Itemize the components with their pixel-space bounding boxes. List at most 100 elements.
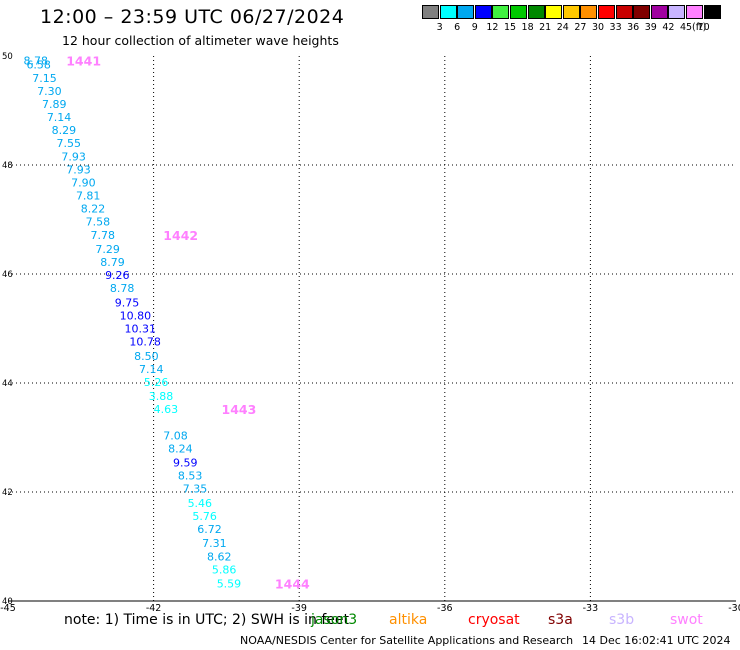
scale-swatch (439, 5, 457, 19)
wave-height-label: 7.93 (66, 163, 91, 176)
footer-credit: NOAA/NESDIS Center for Satellite Applica… (240, 634, 574, 647)
grid-lines (8, 56, 736, 602)
wave-height-label: 7.29 (95, 243, 120, 256)
scale-swatch (686, 5, 703, 19)
data-labels: 8.786.587.157.307.897.148.297.557.937.93… (24, 53, 310, 591)
x-tick-label: -45 (0, 603, 16, 614)
wave-height-label: 8.53 (178, 470, 203, 483)
wave-height-label: 7.89 (42, 98, 66, 111)
wave-height-label: 7.90 (71, 176, 96, 189)
wave-height-label: 8.78 (24, 54, 49, 67)
y-tick-label: 48 (2, 161, 13, 171)
x-tick-label: -42 (146, 603, 162, 614)
axis-ticks: -45 -42 -39 -36 -33 -30 50 48 46 44 42 40 (0, 52, 740, 614)
wave-height-label: 9.59 (173, 457, 198, 470)
scale-label: 27 (574, 22, 587, 33)
note-text: note: 1) Time is in UTC; 2) SWH is in fe… (64, 612, 350, 628)
y-tick-label: 46 (2, 270, 13, 280)
wave-height-label: 7.58 (86, 216, 111, 229)
wave-height-label: 9.26 (105, 269, 130, 282)
scale-label: 39 (644, 22, 657, 33)
wave-height-label: 8.50 (134, 350, 159, 363)
x-tick-label: -30 (728, 603, 740, 614)
wave-height-label: 7.14 (139, 363, 164, 376)
wave-height-label: 8.29 (52, 124, 77, 137)
scale-unit: (ft) (692, 22, 707, 33)
scale-swatch (562, 5, 580, 19)
satellite-swot: swot (670, 612, 703, 628)
wave-height-label: 7.15 (32, 72, 57, 85)
wave-height-label: 5.76 (192, 510, 217, 523)
wave-height-label: 5.86 (212, 563, 237, 576)
scale-label: 3 (436, 22, 443, 33)
scale-label: 24 (556, 22, 569, 33)
wave-height-label: 7.30 (37, 85, 62, 98)
scale-swatch (580, 5, 598, 19)
wave-height-label: 7.93 (61, 150, 86, 163)
wave-height-label: 6.58 (26, 59, 50, 72)
x-tick-label: -33 (583, 603, 599, 614)
scale-label: 36 (627, 22, 640, 33)
scale-swatch (492, 5, 510, 19)
y-tick-label: 50 (2, 52, 13, 62)
scale-label: 9 (471, 22, 478, 33)
map-subtitle: 12 hour collection of altimeter wave hei… (62, 33, 339, 48)
wave-height-label: 8.22 (81, 203, 106, 216)
wave-height-label: 3.88 (149, 390, 174, 403)
satellite-jason3: jason3 (311, 612, 358, 628)
y-tick-label: 44 (2, 379, 13, 389)
scale-label: 42 (662, 22, 675, 33)
scale-label: 18 (521, 22, 534, 33)
scale-label: 6 (454, 22, 461, 33)
scale-swatch (457, 5, 475, 19)
scale-swatch (510, 5, 527, 19)
footer-timestamp: 14 Dec 16:02:41 UTC 2024 (582, 634, 731, 647)
y-tick-label: 42 (2, 488, 13, 498)
wave-height-label: 7.81 (76, 190, 101, 203)
wave-height-label: 7.78 (91, 229, 116, 242)
wave-height-label: 10.78 (129, 336, 161, 349)
time-label: 1443 (222, 402, 257, 417)
time-label: 1442 (163, 228, 198, 243)
scale-label: 12 (486, 22, 499, 33)
satellite-cryosat: cryosat (468, 612, 520, 628)
scale-swatch (650, 5, 668, 19)
scale-label: 45 (679, 22, 693, 33)
x-tick-label: -36 (437, 603, 453, 614)
wave-height-label: 8.78 (110, 282, 135, 295)
scale-swatch (474, 5, 492, 19)
wave-height-label: 5.26 (144, 376, 169, 389)
scale-label: 21 (539, 22, 552, 33)
wave-height-label: 8.79 (100, 256, 125, 269)
wave-height-label: 8.62 (207, 550, 232, 563)
wave-height-label: 7.31 (202, 537, 227, 550)
wave-height-label: 5.59 (217, 578, 242, 591)
wave-height-label: 10.31 (124, 323, 156, 336)
wave-height-label: 7.14 (47, 111, 72, 124)
scale-swatch (703, 5, 721, 19)
wave-height-label: 6.72 (197, 523, 222, 536)
wave-height-label: 4.63 (154, 403, 179, 416)
satellite-s3a: s3a (548, 612, 573, 628)
scale-swatch (615, 5, 633, 19)
scale-label: 33 (609, 22, 622, 33)
y-tick-label: 40 (2, 597, 13, 607)
wave-height-label: 7.35 (183, 483, 208, 496)
scale-label: 15 (503, 22, 517, 33)
scale-swatch (668, 5, 686, 19)
map-title: 12:00 – 23:59 UTC 06/27/2024 (40, 6, 345, 28)
scale-swatch (422, 5, 439, 19)
satellite-s3b: s3b (609, 612, 635, 628)
x-tick-label: -39 (291, 603, 307, 614)
wave-height-label: 10.80 (120, 309, 152, 322)
scale-swatch (527, 5, 545, 19)
time-label: 1441 (66, 53, 101, 68)
wave-height-label: 5.46 (188, 497, 213, 510)
wave-height-label: 9.75 (115, 296, 140, 309)
scale-swatch (598, 5, 615, 19)
scale-label: 30 (591, 22, 605, 33)
time-label: 1444 (275, 577, 310, 592)
scale-label: 70 (697, 22, 710, 33)
satellite-altika: altika (389, 612, 428, 628)
